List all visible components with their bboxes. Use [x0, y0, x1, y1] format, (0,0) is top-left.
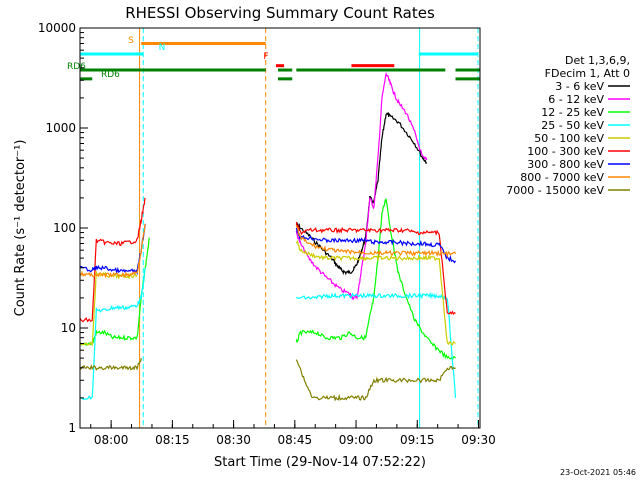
legend-label-0: 3 - 6 keV [555, 80, 604, 93]
flare-label: F [263, 52, 268, 62]
y-tick-label-0: 1 [68, 421, 76, 435]
chart-title: RHESSI Observing Summary Count Rates [125, 4, 435, 22]
series-line-6-1 [295, 227, 457, 264]
series-line-5-1 [295, 221, 456, 316]
legend-label-1: 6 - 12 keV [548, 93, 604, 106]
x-tick-label-6: 09:30 [461, 433, 496, 447]
footer-date: 23-Oct-2021 05:46 [560, 468, 636, 477]
legend-label-7: 800 - 7000 keV [520, 171, 604, 184]
state-bars: N S F RD6 RD6 [67, 36, 480, 81]
x-tick-label-2: 08:30 [216, 433, 251, 447]
series-line-7-1 [295, 225, 457, 259]
y-tick-label-4: 10000 [38, 21, 76, 35]
legend-header-1: FDecim 1, Att 0 [545, 67, 630, 80]
series-line-5-0 [79, 197, 146, 323]
x-tick-label-3: 08:45 [278, 433, 313, 447]
axes-group: 08:00 08:15 08:30 08:45 09:00 09:15 09:30 1 10 10… [38, 21, 496, 447]
decimation-label: RD6 [67, 62, 86, 72]
saa-label: S [128, 36, 134, 46]
legend-label-2: 12 - 25 keV [541, 106, 604, 119]
series-line-8-0 [79, 358, 142, 371]
legend-label-4: 50 - 100 keV [534, 132, 604, 145]
legend-label-6: 300 - 800 keV [527, 158, 604, 171]
y-axis-label: Count Rate (s⁻¹ detector⁻¹) [13, 140, 28, 317]
series-line-4-1 [295, 239, 456, 346]
series-line-8-1 [295, 359, 456, 402]
y-tick-label-2: 100 [53, 221, 76, 235]
series-line-3-0 [79, 267, 146, 400]
series-line-0-0 [295, 111, 428, 276]
legend-label-5: 100 - 300 keV [527, 145, 604, 158]
decimation-low-label: RD6 [101, 70, 120, 80]
x-tick-label-1: 08:15 [155, 433, 190, 447]
legend-label-8: 7000 - 15000 keV [506, 184, 604, 197]
eclipse-label: N [159, 43, 166, 53]
series-line-7-0 [79, 223, 146, 279]
legend-label-3: 25 - 50 keV [541, 119, 604, 132]
y-tick-label-1: 10 [61, 321, 76, 335]
y-tick-label-3: 1000 [45, 121, 76, 135]
series-line-4-0 [79, 270, 138, 347]
legend-header-0: Det 1,3,6,9, [565, 54, 630, 67]
x-tick-label-5: 09:15 [400, 433, 435, 447]
series-line-3-1 [295, 291, 457, 398]
series-line-1-0 [295, 71, 428, 300]
x-axis-label: Start Time (29-Nov-14 07:52:22) [214, 455, 426, 470]
x-tick-label-0: 08:00 [94, 433, 129, 447]
x-tick-label-4: 09:00 [339, 433, 374, 447]
series-group [79, 71, 457, 402]
